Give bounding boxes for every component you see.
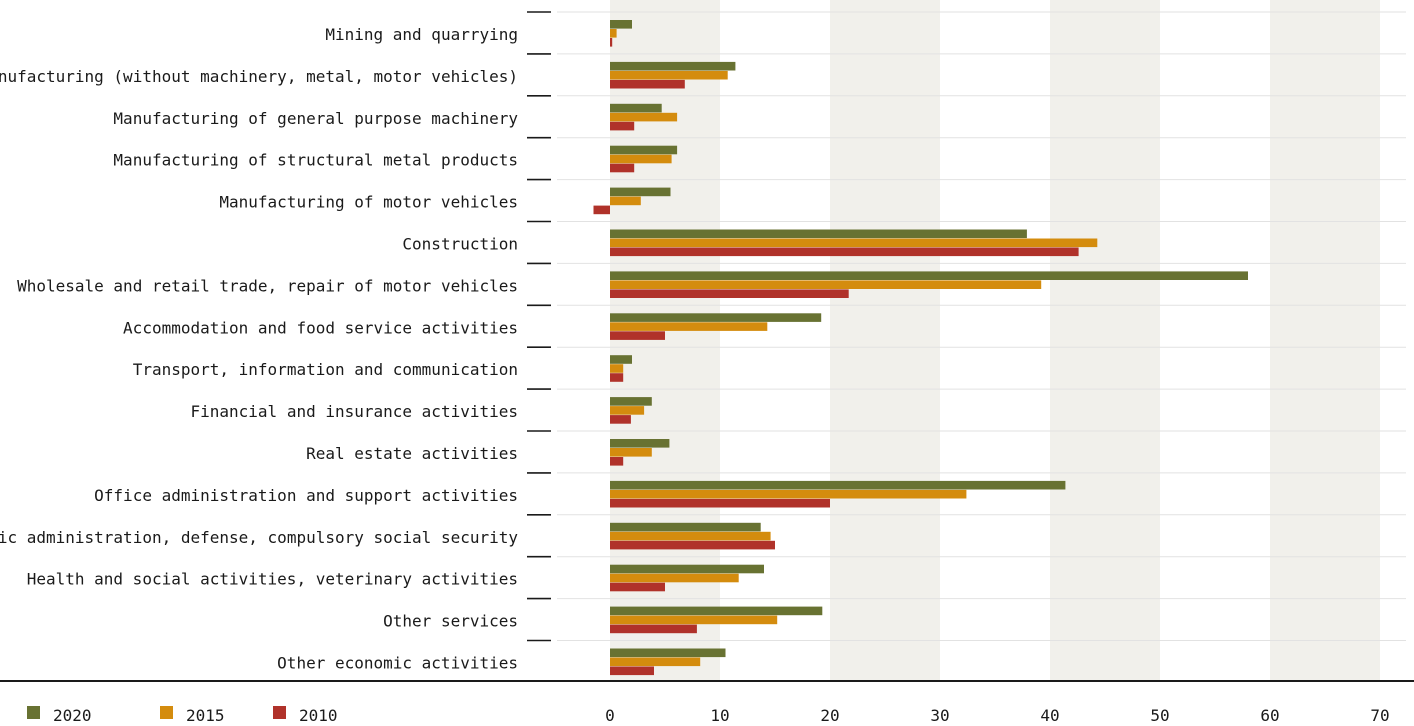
bar-2020 [610, 606, 823, 616]
x-tick-label: 70 [1370, 706, 1389, 725]
bar-2020 [610, 355, 632, 364]
bar-2010 [610, 38, 613, 47]
grid-band [1270, 0, 1380, 681]
bar-2020 [610, 61, 736, 71]
bar-2020 [610, 145, 678, 155]
legend-label-2020: 2020 [53, 706, 92, 725]
x-tick-label: 40 [1040, 706, 1059, 725]
bar-2010 [610, 331, 665, 340]
grid-band [1050, 0, 1160, 681]
legend-label-2015: 2015 [186, 706, 225, 725]
category-label: Manufacturing of motor vehicles [219, 193, 518, 212]
category-label: Office administration and support activi… [94, 486, 518, 505]
category-label: Construction [402, 235, 518, 254]
category-label: Other economic activities [277, 654, 518, 673]
bar-2010 [610, 289, 849, 298]
bar-2010 [610, 121, 635, 131]
bar-2015 [610, 657, 701, 667]
bar-2015 [610, 196, 641, 206]
legend-swatch-2015 [160, 706, 173, 719]
bar-2010 [610, 582, 665, 592]
x-tick-label: 30 [930, 706, 949, 725]
bar-2020 [610, 313, 822, 322]
bar-2010 [610, 498, 830, 508]
category-label: Health and social activities, veterinary… [27, 570, 518, 589]
bar-2015 [610, 154, 672, 164]
legend-swatch-2010 [273, 706, 286, 719]
bar-2020 [610, 271, 1248, 280]
legend: 2020 2015 2010 [27, 706, 338, 725]
bar-2020 [610, 648, 726, 658]
bar-2015 [610, 489, 967, 499]
x-tick-label: 60 [1260, 706, 1279, 725]
bar-2015 [610, 615, 778, 625]
bar-2020 [610, 522, 761, 532]
category-label: Accommodation and food service activitie… [123, 318, 518, 337]
bar-2015 [610, 406, 645, 415]
legend-label-2010: 2010 [299, 706, 338, 725]
bar-2015 [610, 573, 739, 583]
category-labels: Mining and quarrying Manufacturing (witho… [0, 25, 518, 673]
row-gridlines [527, 11, 1406, 642]
category-label: Transport, information and communication [133, 360, 518, 379]
legend-swatch-2020 [27, 706, 40, 719]
category-label: Real estate activities [306, 444, 518, 463]
bar-2020 [610, 480, 1066, 490]
bars [593, 20, 1248, 676]
bar-2020 [610, 439, 670, 448]
x-axis: 0 10 20 30 40 50 60 70 [0, 680, 1414, 725]
category-label: Public administration, defense, compulso… [0, 528, 518, 547]
bar-2010 [610, 457, 624, 466]
bar-2010 [593, 205, 610, 215]
bar-2020 [610, 20, 632, 29]
bar-2020 [610, 397, 652, 406]
bar-2015 [610, 238, 1098, 248]
bar-2015 [610, 448, 652, 457]
x-tick-label: 10 [710, 706, 729, 725]
category-label: Manufacturing (without machinery, metal,… [0, 67, 518, 86]
category-label: Other services [383, 612, 518, 631]
bar-2010 [610, 415, 631, 424]
bar-2010 [610, 163, 635, 173]
bar-2020 [610, 103, 662, 113]
bar-2010 [610, 373, 624, 382]
bar-2010 [610, 624, 697, 634]
bar-2015 [610, 70, 728, 80]
bar-2010 [610, 247, 1079, 257]
grid-band [830, 0, 940, 681]
category-label: Manufacturing of structural metal produc… [113, 151, 518, 170]
bar-2020 [610, 187, 671, 197]
bar-2010 [610, 79, 685, 89]
bar-2015 [610, 280, 1042, 289]
category-label: Mining and quarrying [325, 25, 518, 44]
x-tick-label: 0 [605, 706, 615, 725]
category-label: Manufacturing of general purpose machine… [113, 109, 518, 128]
bar-2015 [610, 364, 624, 373]
bar-2015 [610, 29, 617, 38]
bar-2015 [610, 322, 768, 331]
bar-2015 [610, 112, 678, 122]
category-label: Wholesale and retail trade, repair of mo… [17, 276, 518, 295]
x-tick-label: 50 [1150, 706, 1169, 725]
bar-2010 [610, 540, 775, 550]
bar-2020 [610, 564, 764, 574]
bar-2020 [610, 229, 1027, 239]
category-label: Financial and insurance activities [190, 402, 518, 421]
x-tick-label: 20 [820, 706, 839, 725]
bar-2015 [610, 531, 771, 541]
bar-2010 [610, 666, 654, 676]
